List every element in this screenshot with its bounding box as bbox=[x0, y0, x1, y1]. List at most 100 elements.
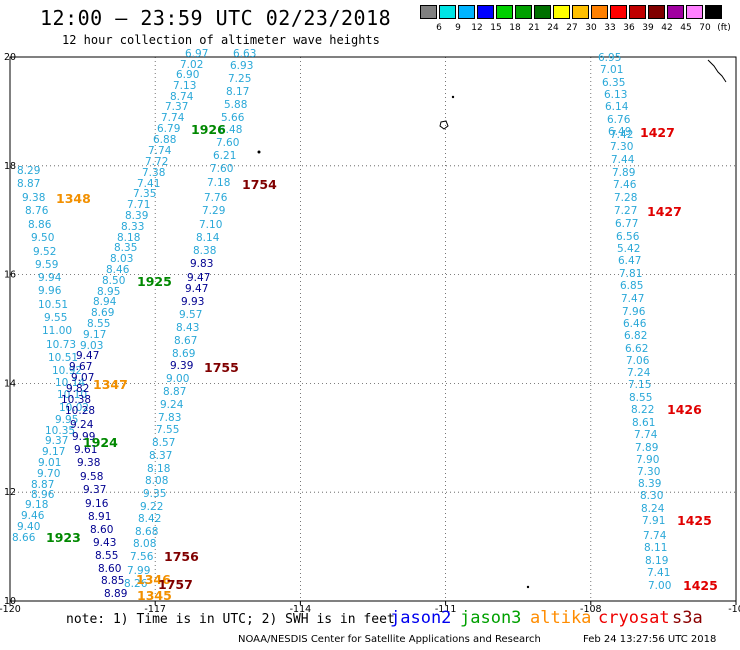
swh-value: 9.37 bbox=[83, 484, 106, 496]
swh-value: 8.24 bbox=[641, 503, 665, 515]
colorbar-tick-label: 6 bbox=[436, 23, 442, 33]
swh-value: 9.61 bbox=[74, 444, 97, 456]
swh-value: 9.01 bbox=[38, 457, 61, 469]
legend-altika: altika bbox=[530, 608, 592, 628]
swh-value: 8.74 bbox=[170, 91, 194, 103]
swh-value: 8.86 bbox=[28, 219, 52, 231]
map-frame bbox=[9, 56, 737, 602]
colorbar-tick-label: 24 bbox=[547, 23, 559, 33]
colorbar-tick-label: 42 bbox=[661, 23, 673, 33]
island-dot bbox=[526, 585, 530, 589]
coastline bbox=[707, 59, 727, 83]
swh-value: 9.39 bbox=[170, 360, 193, 372]
legend-s3a: s3a bbox=[672, 608, 703, 628]
swh-value: 6.79 bbox=[157, 123, 180, 135]
swh-value: 6.46 bbox=[623, 318, 647, 330]
colorbar-swatch bbox=[496, 5, 513, 19]
pass-time-label: 1426 bbox=[667, 402, 702, 417]
swh-value: 10.92 bbox=[52, 365, 82, 377]
swh-value: 7.37 bbox=[165, 101, 188, 113]
swh-value: 6.56 bbox=[616, 231, 640, 243]
swh-value: 6.76 bbox=[607, 114, 631, 126]
swh-value: 9.93 bbox=[181, 296, 204, 308]
swh-value: 9.17 bbox=[42, 446, 65, 458]
map-title: 12:00 – 23:59 UTC 02/23/2018 bbox=[40, 6, 392, 30]
swh-value: 7.01 bbox=[600, 64, 623, 76]
colorbar-tick-label: 30 bbox=[585, 23, 597, 33]
swh-value: 8.35 bbox=[114, 242, 137, 254]
swh-value: 8.08 bbox=[145, 475, 168, 487]
swh-value: 7.83 bbox=[158, 412, 181, 424]
swh-value: 10.51 bbox=[48, 352, 78, 364]
lat-lon-grid bbox=[10, 57, 736, 601]
swh-value: 8.69 bbox=[172, 348, 195, 360]
swh-value: 7.06 bbox=[626, 355, 650, 367]
colorbar-swatch bbox=[477, 5, 494, 19]
track-jason-d-mid2: 9.39 bbox=[170, 360, 193, 372]
swh-value: 8.39 bbox=[638, 478, 661, 490]
swh-value: 9.70 bbox=[37, 468, 60, 480]
swh-value: 6.77 bbox=[615, 218, 638, 230]
swh-value: 9.59 bbox=[35, 259, 58, 271]
legend-jason2: jason2 bbox=[390, 608, 452, 628]
map-border bbox=[9, 56, 737, 602]
swh-value: 7.91 bbox=[642, 515, 665, 527]
swh-value: 9.47 bbox=[76, 350, 99, 362]
swh-value: 7.38 bbox=[142, 167, 165, 179]
swh-value: 9.17 bbox=[83, 329, 106, 341]
lat-tick-label: 20 bbox=[4, 52, 16, 63]
swh-value: 7.41 bbox=[137, 178, 160, 190]
track-jason-c: 6.977.026.907.138.747.377.746.796.887.74… bbox=[80, 48, 208, 352]
swh-value: 7.24 bbox=[627, 367, 651, 379]
swh-value: 7.60 bbox=[210, 163, 233, 175]
colorbar-swatch bbox=[515, 5, 532, 19]
swh-value: 6.93 bbox=[230, 60, 253, 72]
swh-value: 9.83 bbox=[190, 258, 213, 270]
island-outline bbox=[439, 120, 449, 130]
swh-value: 9.22 bbox=[140, 501, 163, 513]
track-jason-d-tail: 9.008.879.247.837.558.578.378.188.089.35… bbox=[124, 373, 189, 590]
colorbar-swatch bbox=[572, 5, 589, 19]
swh-value: 8.76 bbox=[25, 205, 49, 217]
swh-value: 6.95 bbox=[598, 52, 621, 64]
swh-value: 6.85 bbox=[620, 280, 643, 292]
swh-value: 7.25 bbox=[228, 73, 251, 85]
pass-time-label: 1924 bbox=[83, 435, 118, 450]
swh-value: 7.35 bbox=[133, 188, 156, 200]
swh-value: 7.30 bbox=[637, 466, 660, 478]
swh-value: 7.13 bbox=[173, 80, 196, 92]
swh-value: 6.62 bbox=[625, 343, 648, 355]
swh-value: 8.29 bbox=[17, 165, 40, 177]
swh-value: 5.42 bbox=[617, 243, 640, 255]
swh-value: 9.16 bbox=[85, 498, 109, 510]
swh-value: 9.07 bbox=[71, 372, 94, 384]
swh-value: 9.43 bbox=[93, 537, 116, 549]
swh-value: 7.89 bbox=[612, 167, 635, 179]
swh-value: 7.30 bbox=[610, 141, 633, 153]
track-jason-d-low: 9.839.479.479.93 bbox=[181, 258, 213, 308]
pass-time-label: 1757 bbox=[158, 577, 193, 592]
colorbar-swatch bbox=[667, 5, 684, 19]
swh-value: 10.35 bbox=[45, 425, 75, 437]
swh-value: 8.50 bbox=[102, 275, 125, 287]
swh-value: 7.41 bbox=[647, 567, 670, 579]
lat-tick-label: 14 bbox=[4, 378, 16, 389]
pass-time-label: 1427 bbox=[647, 204, 682, 219]
swh-value: 8.94 bbox=[93, 296, 117, 308]
swh-value: 7.10 bbox=[199, 219, 222, 231]
island-dot bbox=[451, 95, 455, 99]
swh-value: 7.90 bbox=[636, 454, 659, 466]
swh-value: 7.42 bbox=[610, 129, 633, 141]
lat-tick-label: 12 bbox=[4, 487, 16, 498]
swh-value: 6.47 bbox=[618, 255, 641, 267]
swh-value: 9.18 bbox=[25, 499, 48, 511]
swh-value: 8.96 bbox=[31, 489, 55, 501]
swh-value: 8.14 bbox=[196, 232, 220, 244]
swh-value: 7.60 bbox=[216, 137, 239, 149]
swh-value: 7.74 bbox=[643, 530, 667, 542]
swh-value: 7.02 bbox=[180, 59, 203, 71]
swh-value: 10.02 bbox=[59, 402, 89, 414]
track-jason-b: 9.479.679.079.8210.3810.289.249.999.619.… bbox=[61, 350, 127, 600]
swh-value: 9.00 bbox=[166, 373, 189, 385]
